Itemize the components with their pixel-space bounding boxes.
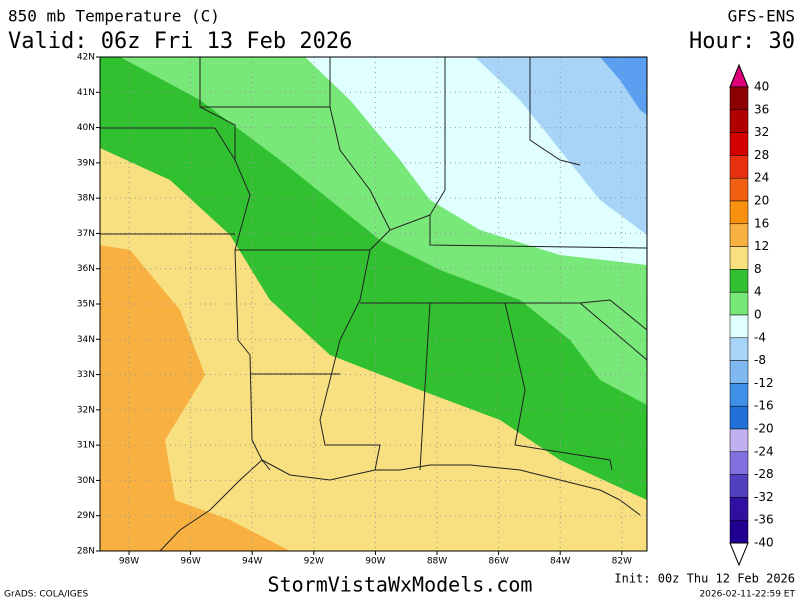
lat-label: 41N <box>77 88 95 98</box>
lat-label: 40N <box>77 123 95 133</box>
temperature-shading <box>475 57 647 235</box>
temperature-shading <box>600 57 647 115</box>
colorbar-swatch <box>729 497 749 521</box>
colorbar-label: 32 <box>754 125 769 139</box>
state-border <box>429 57 446 216</box>
site-name: StormVistaWxModels.com <box>268 573 533 597</box>
colorbar-swatch <box>729 405 749 430</box>
colorbar-label: 16 <box>754 216 769 230</box>
state-border <box>100 127 236 161</box>
state-border <box>319 249 381 471</box>
lat-label: 32N <box>77 405 95 415</box>
colorbar-label: -4 <box>754 330 766 344</box>
lat-label: 28N <box>77 547 95 557</box>
state-border <box>504 302 613 471</box>
lat-label: 34N <box>77 335 95 345</box>
map-title: 850 mb Temperature (C) <box>8 7 220 26</box>
colorbar-swatch <box>729 109 749 133</box>
state-border <box>261 459 641 516</box>
colorbar-label: -36 <box>754 513 774 527</box>
colorbar-label: -16 <box>754 399 774 413</box>
colorbar-swatch <box>729 428 749 453</box>
state-border <box>360 299 647 331</box>
colorbar-label: 12 <box>754 239 769 253</box>
lon-label: 86W <box>488 557 508 567</box>
colorbar-swatch <box>729 155 749 179</box>
colorbar-swatch <box>729 314 749 339</box>
colorbar-label: -28 <box>754 467 774 481</box>
state-border <box>579 302 647 361</box>
colorbar-label: 28 <box>754 148 769 162</box>
colorbar-label: 8 <box>754 262 762 276</box>
timestamp: 2026-02-11-22:59 ET <box>699 590 795 600</box>
colorbar: 4036322824201612840-4-8-12-16-20-24-28-3… <box>729 63 774 567</box>
colorbar-swatch <box>729 474 749 498</box>
state-border <box>419 302 431 471</box>
state-border <box>159 459 263 551</box>
colorbar-label: 24 <box>754 171 769 185</box>
lat-label: 33N <box>77 370 95 380</box>
lat-label: 39N <box>77 158 95 168</box>
lat-label: 35N <box>77 300 95 310</box>
credit: GrADS: COLA/IGES <box>4 590 88 600</box>
forecast-hour: Hour: 30 <box>689 29 795 54</box>
colorbar-label: -8 <box>754 353 766 367</box>
colorbar-swatch <box>729 86 749 111</box>
colorbar-label: -12 <box>754 376 774 390</box>
state-border <box>235 214 647 251</box>
lon-label: 92W <box>304 557 324 567</box>
colorbar-swatch <box>729 291 749 316</box>
lat-label: 31N <box>77 441 95 451</box>
state-border <box>529 57 581 166</box>
colorbar-swatch <box>729 360 749 384</box>
colorbar-label: 36 <box>754 102 769 116</box>
colorbar-swatch <box>729 269 749 293</box>
lon-label: 90W <box>365 557 385 567</box>
colorbar-swatch <box>729 132 749 156</box>
colorbar-swatch <box>729 177 749 202</box>
valid-time: Valid: 06z Fri 13 Feb 2026 <box>8 29 352 54</box>
colorbar-swatch <box>729 451 749 475</box>
lat-label: 29N <box>77 511 95 521</box>
lat-label: 30N <box>77 476 95 486</box>
lat-label: 42N <box>77 53 95 63</box>
lon-label: 88W <box>427 557 447 567</box>
lon-label: 84W <box>550 557 570 567</box>
colorbar-swatch <box>729 337 749 361</box>
state-border <box>200 106 391 231</box>
lon-label: 98W <box>119 557 139 567</box>
lat-label: 36N <box>77 264 95 274</box>
colorbar-swatch <box>729 200 749 225</box>
colorbar-label: -24 <box>754 444 774 458</box>
model-name: GFS-ENS <box>728 7 795 26</box>
colorbar-label: 4 <box>754 285 762 299</box>
colorbar-swatch <box>729 383 749 407</box>
lon-label: 82W <box>612 557 632 567</box>
colorbar-label: 20 <box>754 194 769 208</box>
temperature-shading <box>100 245 290 551</box>
lon-label: 96W <box>180 557 200 567</box>
colorbar-swatch <box>729 223 749 247</box>
lat-label: 37N <box>77 229 95 239</box>
init-time: Init: 00z Thu 12 Feb 2026 <box>614 572 795 586</box>
colorbar-label: -40 <box>754 536 774 550</box>
colorbar-label: 0 <box>754 308 762 322</box>
lon-label: 94W <box>242 557 262 567</box>
colorbar-swatch <box>729 519 749 544</box>
colorbar-swatch <box>729 246 749 270</box>
colorbar-label: -20 <box>754 422 774 436</box>
map-area <box>100 57 647 551</box>
colorbar-bottom-arrow <box>729 542 749 567</box>
colorbar-label: 40 <box>754 80 769 94</box>
colorbar-top-arrow <box>729 63 749 88</box>
lat-label: 38N <box>77 194 95 204</box>
colorbar-label: -32 <box>754 490 774 504</box>
